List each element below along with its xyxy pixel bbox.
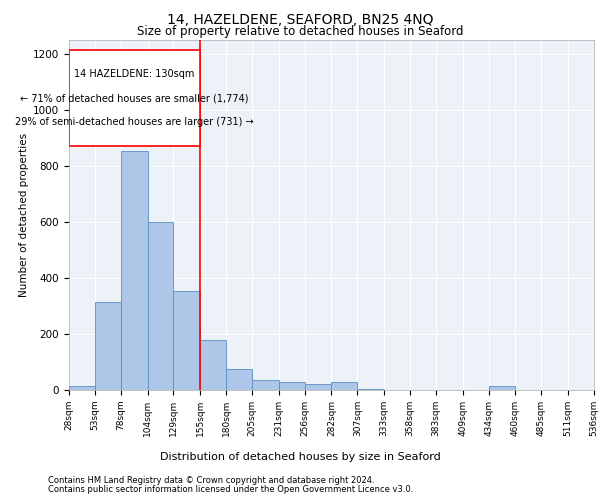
- Bar: [252, 380, 279, 390]
- Text: ← 71% of detached houses are smaller (1,774): ← 71% of detached houses are smaller (1,…: [20, 93, 249, 103]
- Bar: [200, 340, 226, 390]
- Bar: [173, 290, 200, 390]
- Bar: [69, 50, 200, 146]
- Bar: [305, 384, 331, 390]
- Bar: [331, 382, 358, 390]
- Bar: [488, 386, 515, 390]
- Bar: [95, 302, 121, 390]
- Bar: [358, 388, 384, 390]
- Bar: [279, 382, 305, 390]
- Bar: [148, 222, 173, 390]
- Y-axis label: Number of detached properties: Number of detached properties: [19, 133, 29, 297]
- Text: Distribution of detached houses by size in Seaford: Distribution of detached houses by size …: [160, 452, 440, 462]
- Text: 14, HAZELDENE, SEAFORD, BN25 4NQ: 14, HAZELDENE, SEAFORD, BN25 4NQ: [167, 12, 433, 26]
- Bar: [226, 369, 252, 390]
- Text: Size of property relative to detached houses in Seaford: Size of property relative to detached ho…: [137, 25, 463, 38]
- Bar: [121, 150, 148, 390]
- Bar: [69, 386, 95, 390]
- Text: Contains public sector information licensed under the Open Government Licence v3: Contains public sector information licen…: [48, 485, 413, 494]
- Text: 14 HAZELDENE: 130sqm: 14 HAZELDENE: 130sqm: [74, 69, 195, 79]
- Text: Contains HM Land Registry data © Crown copyright and database right 2024.: Contains HM Land Registry data © Crown c…: [48, 476, 374, 485]
- Text: 29% of semi-detached houses are larger (731) →: 29% of semi-detached houses are larger (…: [16, 117, 254, 127]
